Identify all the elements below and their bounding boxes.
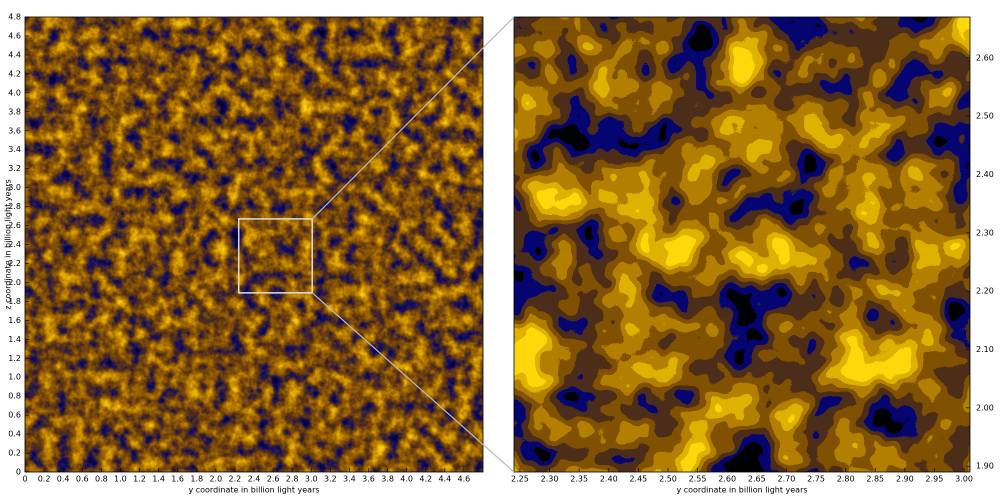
y-tick-label: 3.2: [8, 164, 21, 173]
zoom-connector: [311, 292, 515, 473]
y-tick-label: 1.90: [976, 462, 994, 471]
x-tick-label: 2.55: [689, 475, 707, 484]
y-tick-label: 1.6: [8, 316, 21, 325]
zoom-connector: [311, 16, 515, 220]
x-tick-label: 1.4: [152, 475, 165, 484]
y-tick-label: 2.00: [976, 403, 994, 412]
x-tick-label: 2.8: [286, 475, 299, 484]
x-tick-label: 3.2: [324, 475, 337, 484]
x-tick-label: 3.8: [381, 475, 394, 484]
x-tick-label: 4.0: [400, 475, 413, 484]
zoom-box: [237, 218, 313, 294]
y-tick-label: 4.2: [8, 69, 21, 78]
y-tick-label: 2.50: [976, 112, 994, 121]
x-tick-label: 2.30: [541, 475, 559, 484]
x-tick-label: 3.4: [343, 475, 356, 484]
y-tick-label: 1.0: [8, 373, 21, 382]
y-tick-label: 1.8: [8, 297, 21, 306]
x-axis-label: y coordinate in billion light years: [188, 486, 319, 495]
x-tick-label: 4.6: [458, 475, 471, 484]
y-tick-label: 4.6: [8, 31, 21, 40]
x-tick-label: 2.6: [267, 475, 280, 484]
x-tick-label: 2.4: [248, 475, 261, 484]
x-axis-label: y coordinate in billion light years: [676, 486, 807, 495]
y-tick-label: 2.40: [976, 170, 994, 179]
x-tick-label: 2.25: [511, 475, 529, 484]
plot-frame: [513, 16, 971, 473]
x-tick-label: 2.45: [629, 475, 647, 484]
y-tick-label: 2.8: [8, 202, 21, 211]
y-tick-label: 4.0: [8, 88, 21, 97]
y-tick-label: 2.10: [976, 345, 994, 354]
x-tick-label: 3.0: [305, 475, 318, 484]
y-tick-label: 0.8: [8, 392, 21, 401]
x-tick-label: 2.40: [600, 475, 618, 484]
y-tick-label: 0.4: [8, 430, 21, 439]
x-tick-label: 4.4: [438, 475, 451, 484]
x-tick-label: 2.95: [926, 475, 944, 484]
x-tick-label: 0.6: [76, 475, 89, 484]
x-tick-label: 2.75: [807, 475, 825, 484]
x-tick-label: 3.6: [362, 475, 375, 484]
x-tick-label: 1.6: [171, 475, 184, 484]
x-tick-label: 2.50: [659, 475, 677, 484]
x-tick-label: 2.85: [866, 475, 884, 484]
x-tick-label: 4.2: [419, 475, 432, 484]
x-tick-label: 0: [22, 475, 27, 484]
x-tick-label: 2.80: [837, 475, 855, 484]
y-tick-label: 0.6: [8, 411, 21, 420]
y-tick-label: 2.30: [976, 228, 994, 237]
y-tick-label: 3.8: [8, 107, 21, 116]
x-tick-label: 0.2: [38, 475, 51, 484]
y-tick-label: 3.0: [8, 183, 21, 192]
density-image: [25, 17, 483, 472]
x-tick-label: 3.00: [955, 475, 973, 484]
y-tick-label: 2.2: [8, 259, 21, 268]
x-tick-label: 1.8: [190, 475, 203, 484]
y-tick-label: 4.8: [8, 13, 21, 22]
y-tick-label: 2.0: [8, 278, 21, 287]
x-tick-label: 2.35: [570, 475, 588, 484]
y-tick-label: 2.6: [8, 221, 21, 230]
y-tick-label: 1.4: [8, 335, 21, 344]
x-tick-label: 0.8: [95, 475, 108, 484]
x-tick-label: 0.4: [57, 475, 70, 484]
y-tick-label: 2.60: [976, 53, 994, 62]
x-tick-label: 1.0: [114, 475, 127, 484]
x-tick-label: 2.2: [229, 475, 242, 484]
x-tick-label: 2.90: [896, 475, 914, 484]
y-tick-label: 3.4: [8, 145, 21, 154]
y-axis-label: z coordinate in billion light years: [4, 179, 13, 310]
x-tick-label: 2.65: [748, 475, 766, 484]
y-tick-label: 2.20: [976, 287, 994, 296]
x-tick-label: 1.2: [133, 475, 146, 484]
y-tick-label: 0: [16, 468, 21, 477]
x-tick-label: 2.70: [778, 475, 796, 484]
y-tick-label: 4.4: [8, 50, 21, 59]
y-tick-label: 2.4: [8, 240, 21, 249]
density-image: [514, 17, 970, 472]
x-tick-label: 2.0: [209, 475, 222, 484]
y-tick-label: 1.2: [8, 354, 21, 363]
x-tick-label: 2.60: [718, 475, 736, 484]
y-tick-label: 0.2: [8, 449, 21, 458]
y-tick-label: 3.6: [8, 126, 21, 135]
